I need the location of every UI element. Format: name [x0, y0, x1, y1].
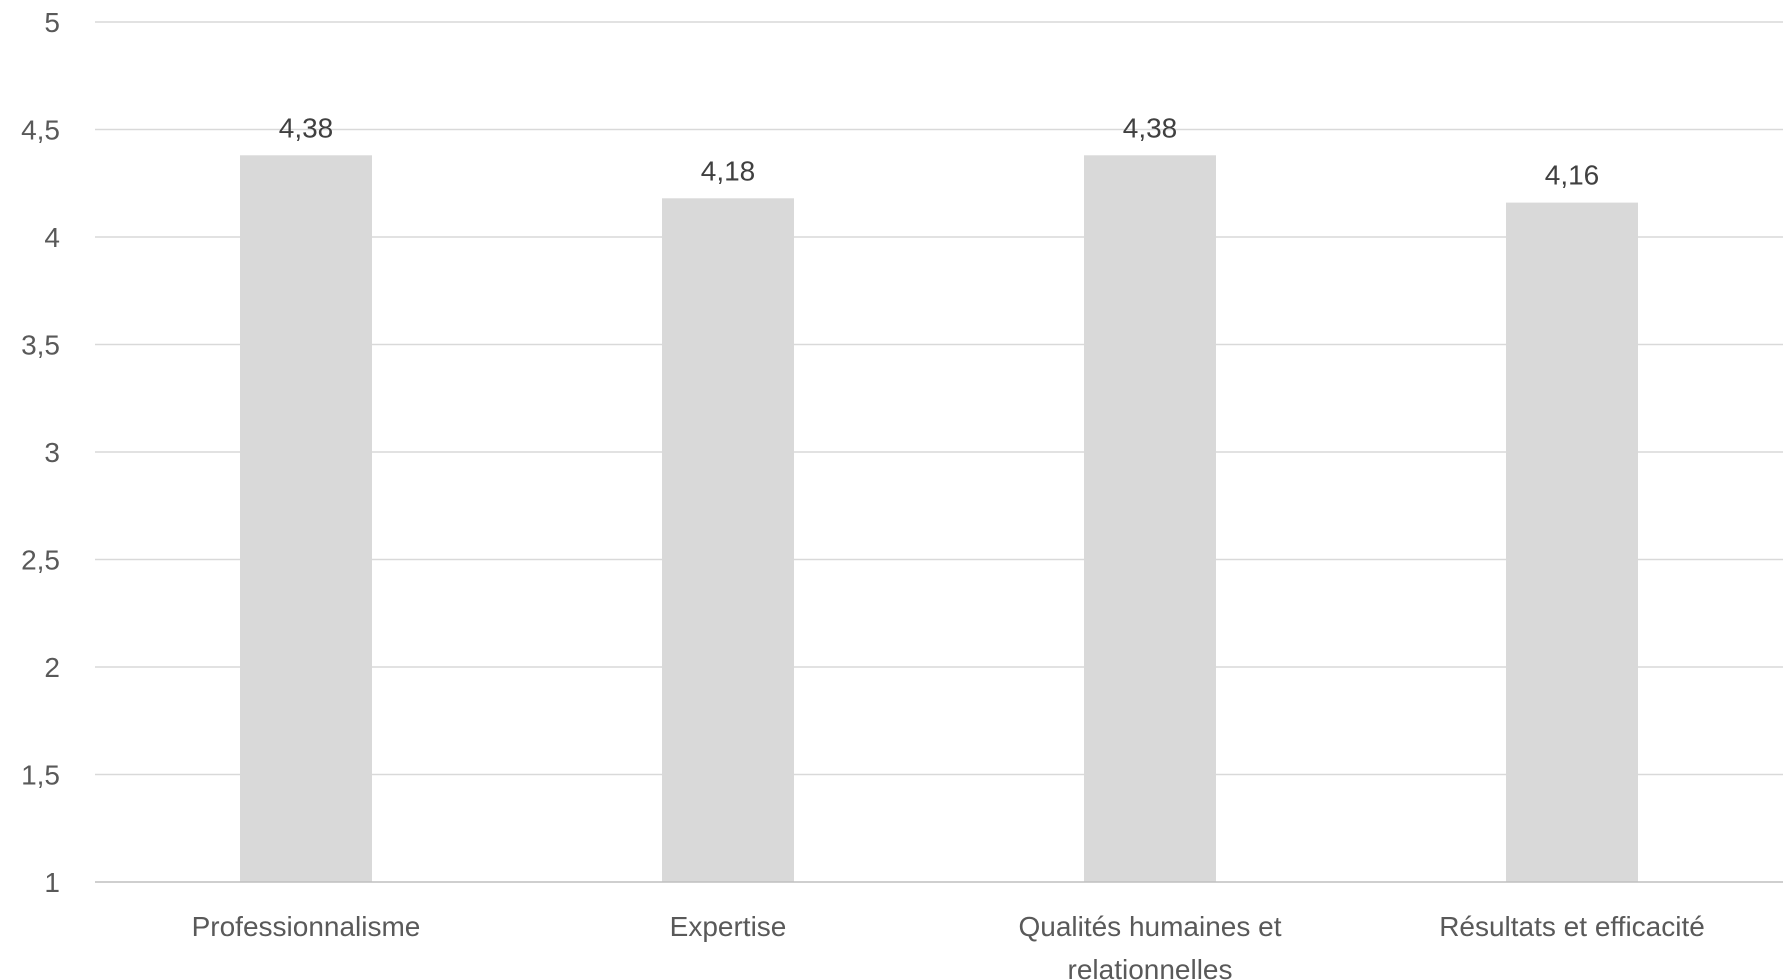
- y-tick-label: 5: [44, 7, 60, 38]
- y-tick-label: 1: [44, 867, 60, 898]
- y-tick-label: 1,5: [21, 760, 60, 791]
- bar: [662, 198, 794, 883]
- data-label: 4,18: [701, 155, 756, 186]
- data-label: 4,38: [279, 112, 334, 143]
- y-tick-label: 4,5: [21, 115, 60, 146]
- y-tick-label: 2,5: [21, 545, 60, 576]
- y-tick-label: 3: [44, 437, 60, 468]
- bar: [240, 155, 372, 883]
- data-labels: 4,38 4,18 4,38 4,16: [279, 112, 1600, 190]
- y-tick-label: 2: [44, 652, 60, 683]
- gridlines: [95, 21, 1783, 776]
- y-tick-label: 3,5: [21, 330, 60, 361]
- x-category-label: Expertise: [670, 911, 787, 942]
- x-category-label: Résultats et efficacité: [1439, 911, 1705, 942]
- y-axis-tick-labels: 1 1,5 2 2,5 3 3,5 4 4,5 5: [21, 7, 60, 898]
- bars: [240, 155, 1638, 883]
- data-label: 4,16: [1545, 160, 1600, 191]
- x-category-label: Professionnalisme: [192, 911, 421, 942]
- x-category-label: Qualités humaines et: [1018, 911, 1281, 942]
- x-axis-category-labels: Professionnalisme Expertise Qualités humai…: [192, 911, 1705, 980]
- bar: [1084, 155, 1216, 883]
- data-label: 4,38: [1123, 112, 1178, 143]
- x-category-label: relationnelles: [1068, 954, 1233, 980]
- y-tick-label: 4: [44, 222, 60, 253]
- bar: [1506, 202, 1638, 883]
